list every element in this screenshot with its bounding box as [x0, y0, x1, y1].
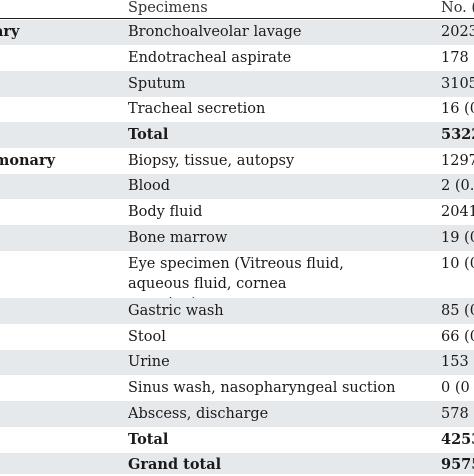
- total-label: Total: [128, 126, 169, 143]
- specimen-cell: Eye specimen (Vitreous fluid, aqueous fl…: [128, 256, 344, 312]
- table-row: Blood 2 (0.0: [0, 174, 474, 199]
- specimen-cell: Bronchoalveolar lavage: [128, 24, 302, 40]
- specimen-cell: Tracheal secretion: [128, 101, 266, 117]
- specimen-cell: Abscess, discharge: [128, 406, 269, 422]
- table-row: Bone marrow 19 (0: [0, 225, 474, 251]
- table-row: Gastric wash 85 (0: [0, 298, 474, 324]
- specimen-cell: Bone marrow: [128, 230, 228, 246]
- count-cell: 2041: [441, 204, 474, 220]
- header-rule: [0, 18, 474, 19]
- count-cell: 2 (0.0: [441, 178, 474, 194]
- group-label: ary: [0, 23, 20, 40]
- table-row: Abscess, discharge 578 (: [0, 401, 474, 427]
- header-specimens: Specimens: [128, 0, 208, 16]
- table-row: Stool 66 (0: [0, 324, 474, 350]
- table-row: Urine 153 (: [0, 350, 474, 375]
- count-cell: 178 (: [441, 50, 474, 66]
- specimen-cell: Body fluid: [128, 204, 203, 220]
- total-count: 5322: [441, 126, 474, 143]
- specimen-cell: Gastric wash: [128, 303, 224, 319]
- specimen-cell: Stool: [128, 329, 166, 345]
- total-row: Total 4253: [0, 427, 474, 453]
- count-cell: 578 (: [441, 406, 474, 422]
- group-label: monary: [0, 152, 56, 169]
- table-row: Endotracheal aspirate 178 (: [0, 45, 474, 71]
- count-cell: 19 (0: [441, 230, 474, 246]
- count-cell: 2023: [441, 24, 474, 40]
- total-count: 4253: [441, 431, 474, 448]
- table-row: monary Biopsy, tissue, autopsy 1297: [0, 148, 474, 174]
- grand-total-count: 9575: [441, 456, 474, 473]
- table-row: Body fluid 2041: [0, 199, 474, 225]
- specimen-cell: Endotracheal aspirate: [128, 50, 292, 66]
- count-cell: 0 (0: [441, 380, 470, 396]
- count-cell: 16 (0: [441, 101, 474, 117]
- total-row: Total 5322: [0, 122, 474, 148]
- grand-total-row: Grand total 9575: [0, 453, 474, 474]
- specimen-cell: Urine: [128, 354, 170, 370]
- header-number: No. (%: [441, 0, 474, 16]
- count-cell: 85 (0: [441, 303, 474, 319]
- grand-total-label: Grand total: [128, 456, 222, 473]
- specimen-cell: Sinus wash, nasopharyngeal suction: [128, 380, 396, 396]
- table-row: Tracheal secretion 16 (0: [0, 97, 474, 122]
- table-row: Sputum 3105: [0, 71, 474, 97]
- count-cell: 1297: [441, 153, 474, 169]
- count-cell: 66 (0: [441, 329, 474, 345]
- table-row: Sinus wash, nasopharyngeal suction 0 (0: [0, 375, 474, 401]
- count-cell: 10 (0: [441, 256, 474, 272]
- specimen-cell: Biopsy, tissue, autopsy: [128, 153, 295, 169]
- specimen-cell: Sputum: [128, 76, 186, 92]
- count-cell: 3105: [441, 76, 474, 92]
- specimen-cell: Blood: [128, 178, 171, 194]
- count-cell: 153 (: [441, 354, 474, 370]
- table-row: ary Bronchoalveolar lavage 2023: [0, 20, 474, 45]
- total-label: Total: [128, 431, 169, 448]
- table-row: Eye specimen (Vitreous fluid, aqueous fl…: [0, 251, 474, 312]
